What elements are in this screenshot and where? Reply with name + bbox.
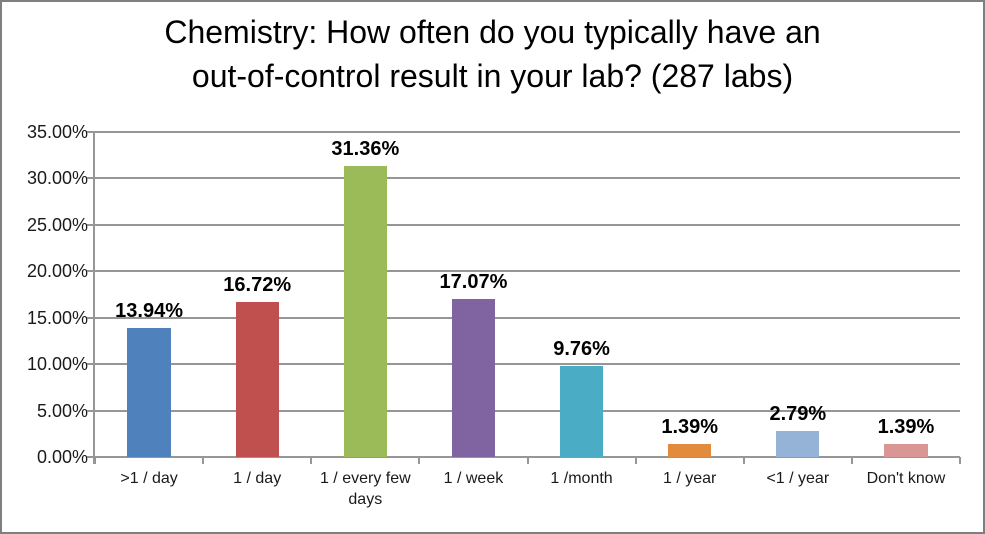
bar-value-label: 1.39% — [661, 416, 719, 439]
plot-area: 13.94% 16.72% 31.36% 17.07% 9.76% 1.39% 2.79% 1… — [87, 131, 961, 464]
bar-value-label: 9.76% — [553, 338, 610, 361]
x-axis-category-label: <1 / year — [766, 470, 830, 487]
bar-cell: 13.94% — [95, 132, 203, 457]
bar — [776, 431, 820, 457]
y-axis-tick — [87, 316, 95, 319]
y-axis-tick-label: 0.00% — [36, 447, 88, 467]
bar-cell: 31.36% — [311, 132, 419, 457]
bar-cell: 1.39% — [636, 132, 744, 457]
bar — [235, 301, 279, 457]
x-axis-category-label: 1 / week — [443, 470, 504, 487]
chart-title: Chemistry: How often do you typically ha… — [164, 14, 821, 94]
gridline — [95, 316, 960, 319]
bar-cell: 1.39% — [852, 132, 960, 457]
x-axis-tick — [634, 457, 637, 464]
bar — [127, 327, 171, 457]
y-axis-tick — [87, 223, 95, 226]
gridline — [95, 363, 960, 366]
y-axis-labels: 0.00% 5.00% 10.00% 15.00% 20.00% 25.00% 30.00%… — [2, 122, 88, 467]
y-axis-tick — [87, 131, 95, 133]
y-axis-tick-label: 35.00% — [26, 122, 88, 142]
x-axis-tick — [850, 457, 853, 464]
y-axis-tick-label: 20.00% — [26, 261, 88, 282]
x-axis-tick — [202, 457, 205, 464]
x-axis-labels: >1 / day 1 / day 1 / every few days 1 / wee… — [95, 466, 960, 510]
bar-value-label: 1.39% — [877, 416, 935, 439]
y-axis-tick-label: 10.00% — [26, 354, 88, 375]
bar-value-label: 2.79% — [769, 403, 827, 426]
y-axis-tick-label: 5.00% — [36, 400, 88, 421]
x-axis-category-label: 1 / day — [233, 470, 282, 487]
y-axis-tick-label: 25.00% — [26, 214, 88, 235]
bar — [668, 444, 712, 457]
gridline — [95, 409, 960, 412]
x-axis-tick — [310, 457, 313, 464]
x-axis-tick — [94, 457, 96, 464]
gridline — [95, 131, 960, 133]
bar-value-label: 17.07% — [439, 270, 508, 293]
x-axis-category-label: 1 / every few days — [319, 470, 411, 508]
bar — [451, 298, 496, 457]
y-axis-tick — [87, 270, 95, 273]
gridline — [95, 177, 960, 180]
x-axis-category-label: 1 / year — [663, 470, 717, 487]
gridline — [95, 270, 960, 273]
x-axis-category-label: >1 / day — [120, 470, 178, 487]
x-axis-tick — [959, 457, 961, 464]
bar-cell: 2.79% — [744, 132, 852, 457]
y-axis-tick-label: 15.00% — [26, 307, 88, 328]
x-axis-category-label: 1 /month — [550, 470, 613, 487]
x-axis-category-label: Don't know — [866, 470, 946, 487]
bar-cell: 9.76% — [528, 132, 636, 457]
y-axis-tick — [87, 177, 95, 180]
gridline — [95, 223, 960, 226]
y-axis-tick — [87, 409, 95, 412]
bar-value-label: 16.72% — [223, 273, 292, 296]
x-axis-tick — [418, 457, 421, 464]
bar — [559, 366, 604, 457]
bar-value-label: 13.94% — [115, 299, 183, 322]
y-axis-tick-label: 30.00% — [26, 168, 88, 189]
y-axis-line — [93, 132, 95, 464]
bar-cell: 17.07% — [419, 132, 527, 457]
bar-cell: 16.72% — [203, 132, 311, 457]
bar-cells: 13.94% 16.72% 31.36% 17.07% 9.76% 1.39% 2.79% 1… — [95, 132, 960, 457]
x-axis-tick — [526, 457, 529, 464]
bar-value-label: 31.36% — [331, 137, 400, 160]
x-axis-tick — [742, 457, 745, 464]
bar — [343, 165, 387, 457]
y-axis-tick — [87, 456, 95, 458]
bar — [884, 444, 928, 457]
y-axis-tick — [87, 363, 95, 366]
